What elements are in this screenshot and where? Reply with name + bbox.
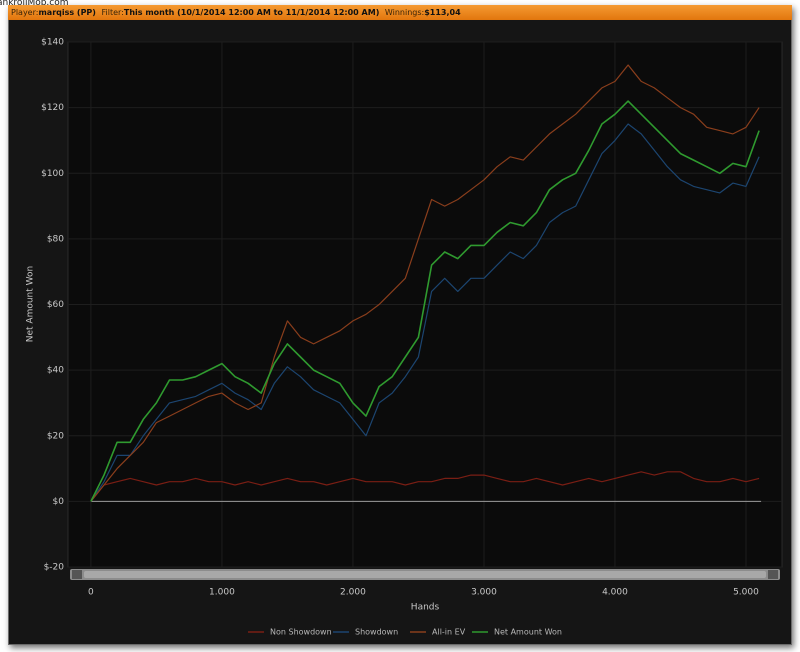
- filter: This month (10/1/2014 12:00 AM to 11/1/2…: [123, 8, 380, 17]
- filter-bar: Player:marqiss (PP) Filter:This month (1…: [8, 5, 792, 20]
- x-tick-label: 0: [88, 588, 94, 598]
- y-tick-label: $140: [41, 38, 64, 48]
- scroll-thumb[interactable]: [84, 571, 766, 578]
- x-tick-label: 5.000: [733, 588, 759, 598]
- y-tick-label: $60: [47, 300, 64, 310]
- x-tick-label: 3.000: [471, 588, 497, 598]
- series-line: [90, 471, 760, 502]
- y-axis-label: Net Amount Won: [26, 266, 36, 342]
- y-tick-label: $20: [47, 431, 64, 441]
- scroll-left[interactable]: [72, 570, 82, 579]
- watermark: ankrollMob.com: [0, 0, 69, 8]
- series-line: [90, 64, 760, 502]
- legend-label: All-in EV: [432, 628, 466, 637]
- x-tick-label: 1.000: [209, 588, 235, 598]
- winnings: $113,04: [424, 8, 461, 17]
- legend-label: Non Showdown: [270, 628, 332, 637]
- filter-label: Filter:: [101, 8, 124, 17]
- series-line: [90, 123, 760, 502]
- y-tick-label: $0: [53, 497, 65, 507]
- legend-label: Showdown: [355, 628, 398, 637]
- scroll-right[interactable]: [768, 570, 778, 579]
- winnings-label: Winnings:: [384, 8, 425, 17]
- y-tick-label: $-20: [44, 563, 65, 573]
- y-tick-label: $40: [47, 366, 64, 376]
- legend-label: Net Amount Won: [494, 628, 562, 637]
- player: marqiss (PP): [38, 8, 96, 17]
- y-tick-label: $120: [41, 103, 64, 113]
- y-tick-label: $80: [47, 234, 64, 244]
- player-label: Player:: [11, 8, 39, 17]
- x-tick-label: 4.000: [602, 588, 628, 598]
- series-line: [90, 100, 760, 502]
- x-axis-label: Hands: [411, 603, 440, 613]
- x-tick-label: 2.000: [340, 588, 366, 598]
- y-tick-label: $100: [41, 169, 64, 179]
